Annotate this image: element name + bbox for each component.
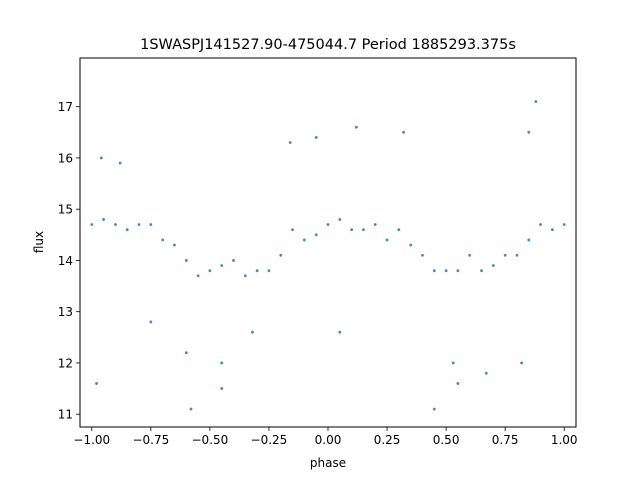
scatter-point <box>99 156 103 160</box>
y-axis: 11 12 13 14 15 16 17 <box>58 100 80 422</box>
scatter-point <box>90 223 94 226</box>
scatter-point <box>373 223 377 226</box>
scatter-point <box>326 223 330 226</box>
scatter-point <box>421 253 424 257</box>
x-tick-label: 0.50 <box>433 433 460 447</box>
scatter-point <box>232 259 235 262</box>
scatter-point <box>125 228 129 232</box>
scatter-point <box>255 269 259 273</box>
scatter-point <box>534 100 538 103</box>
scatter-points <box>90 100 566 411</box>
scatter-point <box>118 161 122 165</box>
scatter-point <box>550 228 554 232</box>
scatter-point <box>220 361 224 365</box>
y-axis-label: flux <box>32 231 46 253</box>
scatter-point <box>220 264 224 267</box>
scatter-point <box>562 223 566 226</box>
scatter-point <box>279 253 283 257</box>
x-tick-label: −1.00 <box>73 433 110 447</box>
x-tick-label: −0.50 <box>192 433 229 447</box>
scatter-point <box>291 228 294 232</box>
y-tick-label: 14 <box>58 254 73 268</box>
scatter-point <box>456 269 460 273</box>
x-axis-label: phase <box>310 456 346 470</box>
scatter-point <box>288 141 292 144</box>
scatter-point <box>397 228 401 232</box>
scatter-point <box>267 269 271 273</box>
y-tick-label: 15 <box>58 203 73 217</box>
scatter-point <box>196 274 200 278</box>
scatter-point <box>137 223 141 226</box>
scatter-point <box>451 361 455 365</box>
y-tick-label: 16 <box>58 151 73 165</box>
y-tick-label: 12 <box>58 356 73 370</box>
scatter-point <box>314 136 318 139</box>
scatter-point <box>539 223 542 226</box>
scatter-point <box>520 361 524 365</box>
y-tick-label: 11 <box>58 408 73 422</box>
x-tick-label: 1.00 <box>551 433 578 447</box>
scatter-point <box>302 238 306 242</box>
scatter-point <box>173 243 176 247</box>
x-tick-label: −0.25 <box>251 433 288 447</box>
scatter-point <box>338 218 342 221</box>
scatter-point <box>409 243 413 247</box>
scatter-point <box>95 382 98 385</box>
scatter-point <box>402 130 405 134</box>
scatter-point <box>220 387 224 390</box>
scatter-point <box>102 218 106 221</box>
scatter-point <box>468 253 472 257</box>
y-tick-label: 17 <box>58 100 73 114</box>
scatter-point <box>149 223 153 226</box>
scatter-point <box>480 269 483 273</box>
chart-title: 1SWASPJ141527.90-475044.7 Period 1885293… <box>140 37 516 53</box>
scatter-point <box>184 259 188 262</box>
scatter-point <box>432 269 436 273</box>
scatter-point <box>362 228 365 232</box>
scatter-point <box>251 330 254 334</box>
scatter-point <box>527 130 531 134</box>
x-tick-label: −0.75 <box>132 433 169 447</box>
x-tick-label: 0.25 <box>374 433 401 447</box>
scatter-point <box>114 223 117 226</box>
scatter-point <box>456 382 460 385</box>
scatter-point <box>354 125 358 129</box>
scatter-point <box>515 253 519 257</box>
scatter-point <box>189 407 193 411</box>
scatter-point <box>491 264 495 267</box>
scatter-point <box>527 238 531 242</box>
scatter-point <box>385 238 389 242</box>
x-tick-label: 0.00 <box>315 433 342 447</box>
scatter-point <box>350 228 354 232</box>
scatter-point <box>184 351 188 355</box>
scatter-point <box>444 269 448 273</box>
scatter-point <box>503 253 507 257</box>
scatter-point <box>484 371 488 375</box>
scatter-point <box>243 274 247 278</box>
scatter-point <box>161 238 165 242</box>
scatter-point <box>432 407 436 411</box>
x-axis: −1.00 −0.75 −0.50 −0.25 0.00 0.25 0.50 0.75 1.00 <box>73 427 578 447</box>
scatter-point <box>338 330 342 334</box>
scatter-point <box>314 233 318 237</box>
y-tick-label: 13 <box>58 305 73 319</box>
x-tick-label: 0.75 <box>492 433 519 447</box>
scatter-point <box>208 269 212 273</box>
scatter-point <box>149 320 153 324</box>
